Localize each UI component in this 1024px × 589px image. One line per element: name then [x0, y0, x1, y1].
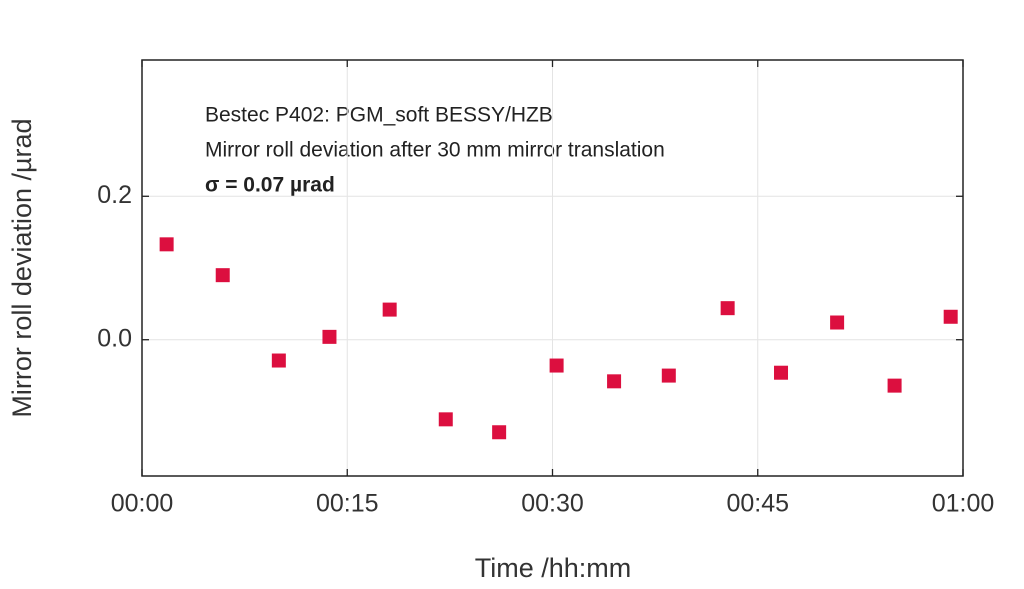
data-point — [382, 302, 397, 317]
data-point — [661, 368, 676, 383]
data-point — [887, 378, 902, 393]
plot-frame — [141, 59, 964, 477]
x-tick-label: 00:45 — [726, 490, 789, 518]
y-axis-label: Mirror roll deviation /µrad — [7, 118, 37, 417]
data-point — [271, 353, 286, 368]
annotation: Bestec P402: PGM_soft BESSY/HZB — [205, 104, 553, 127]
annotation: Mirror roll deviation after 30 mm mirror… — [205, 139, 665, 162]
data-point — [720, 301, 735, 316]
data-point — [215, 268, 230, 283]
data-point — [549, 358, 564, 373]
x-axis-label: Time /hh:mm — [475, 553, 632, 583]
x-tick-label: 01:00 — [932, 490, 995, 518]
data-point — [607, 374, 622, 389]
x-tick-label: 00:30 — [521, 490, 584, 518]
data-point — [943, 309, 958, 324]
data-point — [438, 412, 453, 427]
data-point — [322, 329, 337, 344]
y-tick-label: 0.0 — [97, 324, 132, 352]
data-point — [159, 237, 174, 252]
data-point — [492, 425, 507, 440]
y-tick-label: 0.2 — [97, 181, 132, 209]
x-tick-label: 00:15 — [316, 490, 379, 518]
annotation: σ = 0.07 µrad — [205, 174, 335, 197]
data-point — [830, 315, 845, 330]
x-tick-label: 00:00 — [111, 490, 174, 518]
data-point — [774, 365, 789, 380]
